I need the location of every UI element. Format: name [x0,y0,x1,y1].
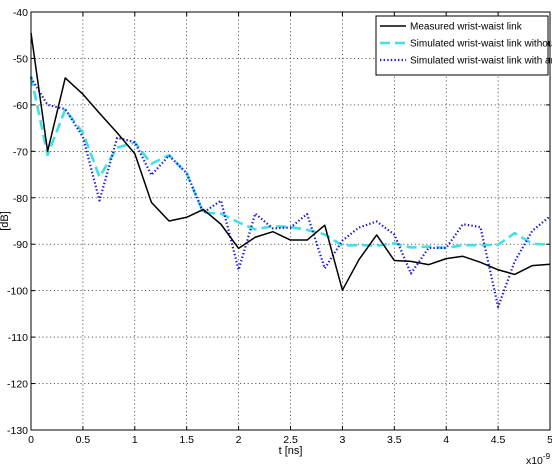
x-axis-multiplier: x10-9 [526,452,551,467]
x-tick-label: 3 [339,434,345,446]
x-axis-multiplier-exponent: -9 [543,452,551,461]
y-tick-label: -130 [7,425,28,437]
x-axis-label: t [ns] [279,445,303,457]
series-line-2 [30,77,551,309]
y-tick-label: -70 [13,146,28,158]
x-tick-label: 4 [443,434,449,446]
x-tick-label: 3.5 [387,434,402,446]
x-tick-label: 2.5 [283,434,298,446]
x-tick-label: 4.5 [491,434,506,446]
x-tick-label: 1.5 [179,434,194,446]
legend-entry-label: Simulated wrist-waist link without tilt [410,39,552,50]
y-tick-label: -60 [13,100,28,112]
y-tick-label: -100 [7,286,28,298]
legend: Measured wrist-waist link Simulated wrist… [375,15,552,76]
legend-entry-label: Simulated wrist-waist link with antenna … [410,56,552,67]
y-tick-label: -120 [7,379,28,391]
series-layer [29,32,551,309]
legend-entry-label: Measured wrist-waist link [410,22,523,33]
x-tick-label: 2 [236,434,242,446]
y-tick-label: -40 [13,7,28,19]
series-line-0 [30,32,551,291]
x-tick-label: 5 [547,434,552,446]
x-tick-label: 0 [28,434,34,446]
x-axis-multiplier-base: x10 [526,455,543,467]
y-tick-label: -110 [8,332,28,344]
tick-layer: 0 0.5 1 1.5 2 2.5 3 3.5 4 4.5 5 -40 -50 -60 -70 -80 -90 -… [7,7,552,446]
y-tick-label: -80 [13,193,28,205]
x-tick-label: 0.5 [76,434,91,446]
y-axis-label: [dB] [0,211,11,231]
x-tick-label: 1 [132,434,138,446]
y-tick-label: -90 [13,239,28,251]
y-tick-label: -50 [13,53,28,65]
